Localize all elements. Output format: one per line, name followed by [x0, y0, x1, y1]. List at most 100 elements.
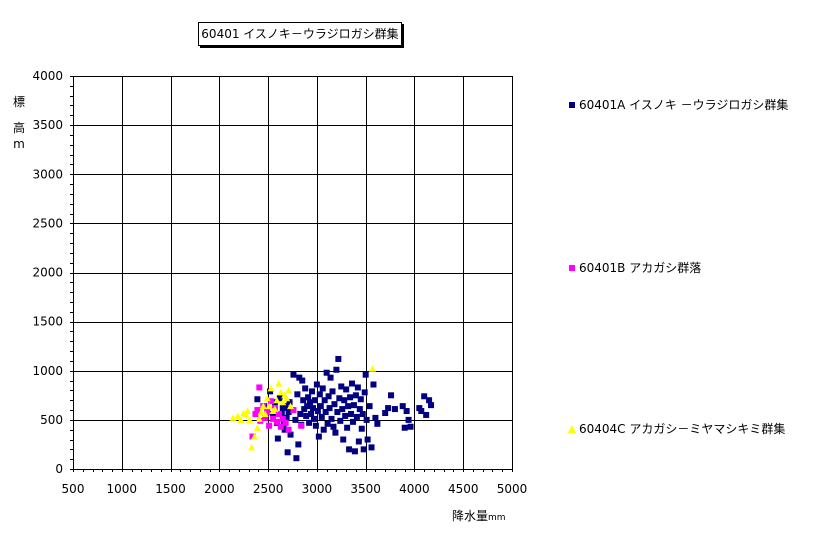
x-tick-label: 3000 [302, 482, 333, 496]
data-point [261, 410, 269, 417]
data-point [267, 384, 275, 392]
x-tick-label: 4500 [448, 482, 479, 496]
data-point [350, 402, 357, 409]
data-point [334, 409, 341, 416]
data-point [362, 371, 369, 378]
data-point [312, 422, 319, 429]
data-point [382, 409, 389, 416]
legend-label: 60401A イスノキ －ウラジロガシ群集 [579, 98, 789, 112]
legend-marker-square-icon [569, 264, 575, 271]
data-points [229, 355, 435, 462]
legend-label: 60401B アカガシ群落 [579, 261, 702, 275]
data-point [318, 413, 325, 420]
x-tick-label: 500 [62, 482, 85, 496]
data-point [309, 388, 316, 395]
legend-marker-square-icon [569, 101, 575, 108]
y-tick-label: 2000 [32, 266, 63, 280]
data-point [308, 410, 315, 417]
data-point [355, 438, 362, 445]
y-tick-label: 1000 [32, 364, 63, 378]
data-point [269, 415, 276, 422]
data-point [348, 410, 355, 417]
x-tick-label: 5000 [497, 482, 528, 496]
data-point [364, 436, 371, 443]
legend-item-series-c: 60404C アカガシ－ミヤマシキミ群集 [568, 420, 785, 437]
data-point [290, 407, 297, 414]
data-point [268, 398, 275, 405]
data-point [426, 397, 433, 404]
data-point [324, 420, 331, 427]
data-point [354, 384, 361, 391]
data-point [300, 397, 307, 404]
data-point [305, 394, 312, 401]
data-point [307, 399, 314, 406]
data-point [275, 410, 282, 417]
series-3 [229, 365, 376, 451]
y-tick-label: 3000 [32, 167, 63, 181]
data-point [327, 374, 334, 381]
data-point [287, 402, 295, 410]
data-point [249, 433, 256, 440]
x-tick-label: 1500 [155, 482, 186, 496]
y-axis-label-char: 高 [12, 121, 25, 135]
data-point [275, 380, 283, 387]
x-axis-label-text: 降水量 [452, 509, 489, 523]
data-point [266, 422, 273, 429]
data-point [328, 415, 335, 422]
x-tick-label: 1000 [107, 482, 138, 496]
data-point [405, 416, 412, 423]
data-point [313, 381, 320, 388]
data-point [352, 392, 359, 399]
data-point [319, 385, 326, 392]
data-point [339, 406, 346, 413]
data-point [335, 355, 342, 362]
data-point [346, 446, 353, 453]
data-point [265, 402, 273, 410]
data-point [299, 377, 306, 384]
data-point [237, 416, 245, 423]
data-point [244, 407, 252, 415]
data-point [321, 397, 328, 404]
x-tick-label: 3500 [350, 482, 381, 496]
data-point [252, 410, 259, 417]
data-point [332, 429, 339, 436]
data-point [337, 417, 344, 424]
data-point [320, 426, 327, 433]
data-point [287, 431, 294, 438]
data-point [349, 380, 356, 387]
data-point [368, 365, 376, 372]
data-point [399, 403, 406, 410]
data-point [343, 386, 350, 393]
data-point [283, 414, 290, 421]
data-point [322, 409, 329, 416]
data-point [360, 446, 367, 453]
data-point [283, 394, 291, 402]
data-point [256, 384, 263, 391]
data-point [286, 399, 293, 406]
data-point [248, 443, 256, 451]
data-point [257, 408, 265, 416]
data-point [353, 413, 360, 420]
data-point [345, 403, 352, 410]
y-axis-label-char: 標 [12, 95, 25, 109]
data-point [329, 388, 336, 395]
y-axis-label: 標 高 m [12, 94, 26, 152]
data-point [281, 426, 288, 433]
legend-item-series-b: 60401B アカガシ群落 [568, 259, 701, 276]
data-point [356, 406, 363, 413]
data-point [357, 396, 364, 403]
data-point [304, 403, 311, 410]
data-point [331, 401, 338, 408]
data-point [385, 405, 392, 412]
data-point [342, 412, 349, 419]
data-point [298, 422, 305, 429]
data-point [293, 455, 300, 462]
data-point [303, 412, 310, 419]
data-point [259, 402, 267, 410]
data-point [359, 410, 366, 417]
data-point [407, 423, 414, 430]
data-point [326, 405, 333, 412]
data-point [351, 448, 358, 455]
data-point [254, 396, 261, 403]
x-axis-label: 降水量mm [452, 507, 506, 524]
